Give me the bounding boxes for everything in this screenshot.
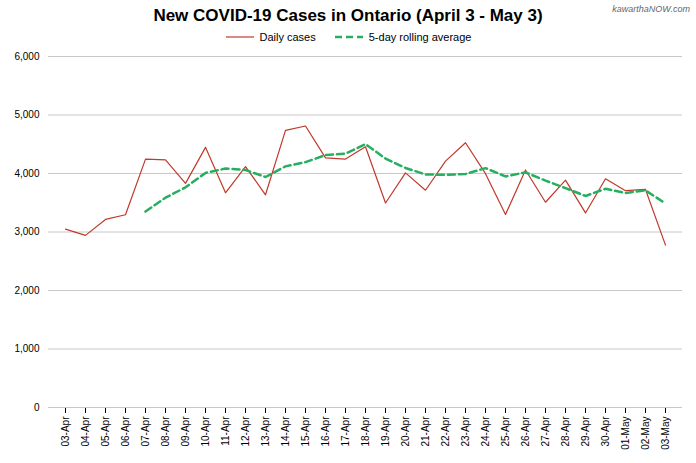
svg-text:13-Apr: 13-Apr [260, 416, 271, 447]
svg-text:16-Apr: 16-Apr [320, 416, 331, 447]
svg-text:15-Apr: 15-Apr [300, 416, 311, 447]
svg-text:25-Apr: 25-Apr [500, 416, 511, 447]
svg-text:29-Apr: 29-Apr [580, 416, 591, 447]
svg-text:23-Apr: 23-Apr [460, 416, 471, 447]
html-text:New COVID-19 Cases in Ontario: New COVID-19 Cases in Ontario (April 3 -… [153, 6, 543, 25]
svg-text:6,000: 6,000 [14, 51, 39, 62]
svg-text:10-Apr: 10-Apr [200, 416, 211, 447]
svg-text:01-May: 01-May [620, 417, 631, 450]
html-text:5-day rolling average: 5-day rolling average [368, 31, 472, 43]
svg-text:26-Apr: 26-Apr [520, 416, 531, 447]
svg-text:20-Apr: 20-Apr [400, 416, 411, 447]
svg-text:5,000: 5,000 [14, 109, 39, 120]
svg-text:19-Apr: 19-Apr [380, 416, 391, 447]
svg-text:05-Apr: 05-Apr [100, 416, 111, 447]
svg-text:21-Apr: 21-Apr [420, 416, 431, 447]
svg-text:30-Apr: 30-Apr [600, 416, 611, 447]
svg-text:14-Apr: 14-Apr [280, 416, 291, 447]
html-text:kawarthaNOW.com: kawarthaNOW.com [612, 4, 690, 14]
svg-text:02-May: 02-May [640, 417, 651, 450]
svg-text:2,000: 2,000 [14, 285, 39, 296]
svg-text:24-Apr: 24-Apr [480, 416, 491, 447]
svg-text:22-Apr: 22-Apr [440, 416, 451, 447]
svg-text:17-Apr: 17-Apr [340, 416, 351, 447]
svg-text:27-Apr: 27-Apr [540, 416, 551, 447]
svg-text:12-Apr: 12-Apr [240, 416, 251, 447]
svg-text:0: 0 [34, 402, 40, 413]
svg-text:1,000: 1,000 [14, 343, 39, 354]
svg-text:28-Apr: 28-Apr [560, 416, 571, 447]
svg-text:11-Apr: 11-Apr [220, 416, 231, 446]
svg-text:3,000: 3,000 [14, 226, 39, 237]
svg-text:03-May: 03-May [660, 417, 671, 450]
svg-text:08-Apr: 08-Apr [160, 416, 171, 447]
svg-text:07-Apr: 07-Apr [140, 416, 151, 447]
svg-text:4,000: 4,000 [14, 168, 39, 179]
svg-text:18-Apr: 18-Apr [360, 416, 371, 447]
html-text:Daily cases: Daily cases [259, 31, 316, 43]
svg-text:04-Apr: 04-Apr [80, 416, 91, 447]
svg-text:09-Apr: 09-Apr [180, 416, 191, 447]
svg-text:06-Apr: 06-Apr [120, 416, 131, 447]
svg-text:03-Apr: 03-Apr [60, 416, 71, 447]
